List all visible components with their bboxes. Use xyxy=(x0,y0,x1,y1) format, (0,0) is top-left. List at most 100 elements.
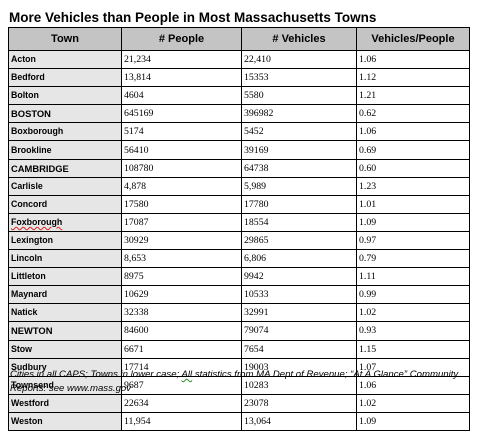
people-cell: 5174 xyxy=(121,122,242,142)
town-cell: Acton xyxy=(8,49,122,70)
people-cell: 17087 xyxy=(121,212,242,232)
column-header-vehicles: # Vehicles xyxy=(241,27,357,51)
vehicles-cell: 5,989 xyxy=(241,176,357,196)
table-row: Lexington 30929 29865 0.97 xyxy=(8,230,470,251)
town-cell: Boxborough xyxy=(8,122,122,142)
vehicles-cell: 13,064 xyxy=(241,411,357,431)
people-cell: 30929 xyxy=(121,230,242,251)
table-row: Littleton 8975 9942 1.11 xyxy=(8,267,470,287)
town-cell: Lexington xyxy=(8,230,122,251)
town-name: Foxborough xyxy=(11,216,63,227)
ratio-cell: 0.97 xyxy=(356,230,470,251)
ratio-cell: 1.02 xyxy=(356,393,470,413)
vehicles-cell: 15353 xyxy=(241,68,357,88)
town-cell: Bedford xyxy=(8,68,122,88)
town-cell: Brookline xyxy=(8,140,122,160)
table-row: Sudbury 17714 19003 1.07 xyxy=(8,357,470,377)
table-row: Townsend 9687 10283 1.06 xyxy=(8,375,470,395)
town-cell: Maynard xyxy=(8,285,122,305)
people-cell: 32338 xyxy=(121,303,242,323)
town-cell: Natick xyxy=(8,303,122,323)
vehicles-cell: 23078 xyxy=(241,393,357,413)
ratio-cell: 0.60 xyxy=(356,158,470,178)
town-cell: Westford xyxy=(8,393,122,413)
vehicles-cell: 396982 xyxy=(241,104,357,124)
ratio-cell: 1.21 xyxy=(356,86,470,106)
vehicles-cell: 32991 xyxy=(241,303,357,323)
town-cell: Townsend xyxy=(8,375,122,395)
table-body: Acton 21,234 22,410 1.06 Bedford 13,814 15353 1… xyxy=(8,49,470,431)
ratio-cell: 1.12 xyxy=(356,68,470,88)
people-cell: 56410 xyxy=(121,140,242,160)
footnote-all-word: All xyxy=(181,369,193,380)
footnote-part-2: statistics from MA Dept of Revenue; “At … xyxy=(10,369,459,394)
vehicles-cell: 22,410 xyxy=(241,49,357,70)
town-cell: Foxborough xyxy=(8,212,122,232)
vehicles-cell: 5452 xyxy=(241,122,357,142)
table-row: Lincoln 8,653 6,806 0.79 xyxy=(8,249,470,269)
ratio-cell: 0.99 xyxy=(356,285,470,305)
table-row: BOSTON 645169 396982 0.62 xyxy=(8,104,470,124)
ratio-cell: 1.02 xyxy=(356,303,470,323)
table-row: Maynard 10629 10533 0.99 xyxy=(8,285,470,305)
ratio-cell: 0.79 xyxy=(356,249,470,269)
page-title: More Vehicles than People in Most Massac… xyxy=(9,10,377,25)
people-cell: 4,878 xyxy=(121,176,242,196)
people-cell: 13,814 xyxy=(121,68,242,88)
table-row: Weston 11,954 13,064 1.09 xyxy=(8,411,470,431)
people-cell: 17580 xyxy=(121,194,242,214)
people-cell: 6671 xyxy=(121,339,242,359)
column-header-town: Town xyxy=(8,27,122,51)
people-cell: 11,954 xyxy=(121,411,242,431)
column-header-ratio: Vehicles/People xyxy=(356,27,470,51)
people-cell: 21,234 xyxy=(121,49,242,70)
table-row: Concord 17580 17780 1.01 xyxy=(8,194,470,214)
town-cell: Carlisle xyxy=(8,176,122,196)
ratio-cell: 1.09 xyxy=(356,411,470,431)
table-row: Westford 22634 23078 1.02 xyxy=(8,393,470,413)
footnote-part-1: Cities in all CAPS; Towns in lower case; xyxy=(10,369,182,380)
ratio-cell: 1.06 xyxy=(356,49,470,70)
table-row: Bedford 13,814 15353 1.12 xyxy=(8,68,470,88)
vehicles-cell: 29865 xyxy=(241,230,357,251)
vehicles-cell: 7654 xyxy=(241,339,357,359)
town-cell: Sudbury xyxy=(8,357,122,377)
table-row: Foxborough 17087 18554 1.09 xyxy=(8,212,470,232)
ratio-cell: 0.93 xyxy=(356,321,470,341)
ratio-cell: 1.11 xyxy=(356,267,470,287)
people-cell: 10629 xyxy=(121,285,242,305)
footnote: Cities in all CAPS; Towns in lower case;… xyxy=(10,368,480,395)
ratio-cell: 1.23 xyxy=(356,176,470,196)
table-row: Boxborough 5174 5452 1.06 xyxy=(8,122,470,142)
vehicles-cell: 18554 xyxy=(241,212,357,232)
people-cell: 645169 xyxy=(121,104,242,124)
town-cell: Stow xyxy=(8,339,122,359)
town-cell: BOSTON xyxy=(8,104,122,124)
table-row: Carlisle 4,878 5,989 1.23 xyxy=(8,176,470,196)
table-row: Stow 6671 7654 1.15 xyxy=(8,339,470,359)
ratio-cell: 0.62 xyxy=(356,104,470,124)
ratio-cell: 1.01 xyxy=(356,194,470,214)
town-cell: Littleton xyxy=(8,267,122,287)
table-header-row: Town # People # Vehicles Vehicles/People xyxy=(8,27,470,51)
town-cell: CAMBRIDGE xyxy=(8,158,122,178)
ratio-cell: 1.15 xyxy=(356,339,470,359)
ratio-cell: 1.06 xyxy=(356,122,470,142)
column-header-people: # People xyxy=(121,27,242,51)
people-cell: 22634 xyxy=(121,393,242,413)
vehicles-cell: 64738 xyxy=(241,158,357,178)
vehicles-cell: 5580 xyxy=(241,86,357,106)
vehicles-cell: 10533 xyxy=(241,285,357,305)
table-row: Bolton 4604 5580 1.21 xyxy=(8,86,470,106)
table-row: Acton 21,234 22,410 1.06 xyxy=(8,49,470,70)
table-row: CAMBRIDGE 108780 64738 0.60 xyxy=(8,158,470,178)
people-cell: 8,653 xyxy=(121,249,242,269)
people-cell: 84600 xyxy=(121,321,242,341)
table-row: NEWTON 84600 79074 0.93 xyxy=(8,321,470,341)
ratio-cell: 0.69 xyxy=(356,140,470,160)
people-cell: 108780 xyxy=(121,158,242,178)
town-cell: Lincoln xyxy=(8,249,122,269)
town-cell: Bolton xyxy=(8,86,122,106)
ratio-cell: 1.09 xyxy=(356,212,470,232)
town-cell: Weston xyxy=(8,411,122,431)
